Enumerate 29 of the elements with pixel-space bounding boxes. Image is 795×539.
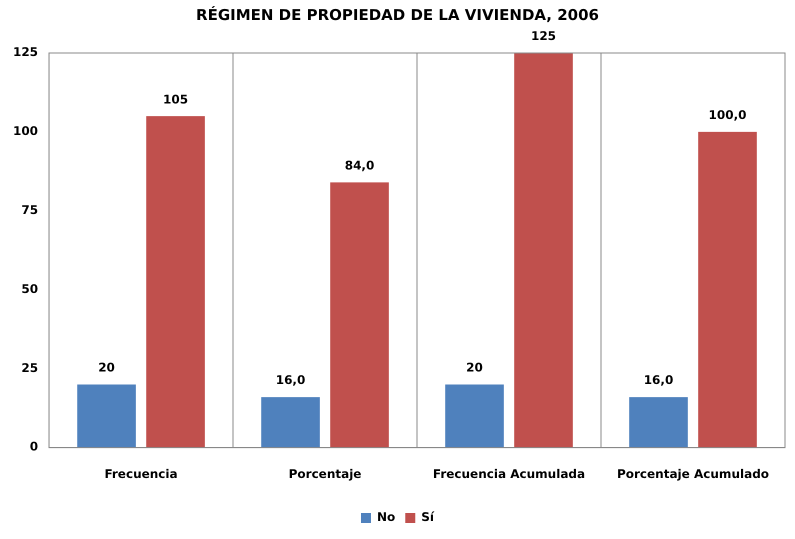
x-tick-label: Frecuencia: [104, 466, 178, 481]
data-label: 20: [98, 360, 115, 375]
bar: [629, 397, 688, 448]
data-label: 16,0: [644, 373, 674, 388]
x-tick-label: Porcentaje: [288, 466, 362, 481]
x-tick-label: Frecuencia Acumulada: [432, 466, 586, 481]
bar: [146, 116, 205, 448]
data-label: 84,0: [344, 158, 374, 173]
bar: [445, 384, 504, 448]
bar: [261, 397, 320, 448]
legend-label: No: [376, 510, 396, 524]
y-tick-label: 50: [21, 282, 38, 296]
data-label: 125: [530, 29, 556, 44]
bar: [514, 53, 573, 448]
y-tick-label: 100: [12, 124, 38, 138]
y-tick-label: 25: [21, 360, 38, 375]
chart-title: RÉGIMEN DE PROPIEDAD DE LA VIVIENDA, 2006: [196, 6, 599, 24]
y-tick-label: 0: [30, 440, 38, 454]
bar: [698, 132, 757, 448]
legend-label: Sí: [421, 510, 435, 524]
x-tick-label: Porcentaje Acumulado: [616, 466, 770, 481]
data-label: 100,0: [708, 108, 746, 122]
bar: [77, 384, 136, 448]
data-label: 16,0: [276, 373, 306, 388]
y-tick-label: 75: [21, 202, 38, 217]
data-label: 20: [466, 360, 483, 375]
y-tick-label: 125: [12, 45, 38, 60]
data-label: 105: [163, 92, 188, 106]
bar: [330, 182, 389, 448]
